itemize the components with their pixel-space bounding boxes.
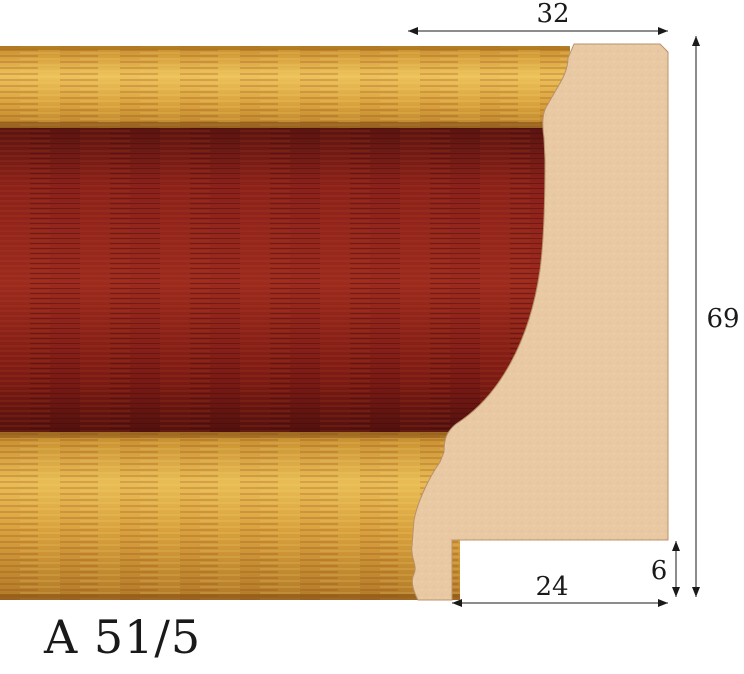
gold-top-band <box>0 46 570 130</box>
height-label: 69 <box>706 304 739 334</box>
dimension-rebate-width: 24 <box>452 572 668 607</box>
red-center-band <box>0 128 560 438</box>
gold-bottom-band <box>0 432 460 600</box>
dimension-height: 69 <box>692 36 740 597</box>
rebate-height-label: 6 <box>651 556 668 586</box>
product-code: A 51/5 <box>44 610 202 664</box>
dimension-rebate-height: 6 <box>651 541 680 597</box>
wood-profile-section <box>411 43 669 601</box>
dimension-top-width: 32 <box>408 0 668 35</box>
rebate-width-label: 24 <box>535 572 568 602</box>
top-width-label: 32 <box>536 0 569 29</box>
